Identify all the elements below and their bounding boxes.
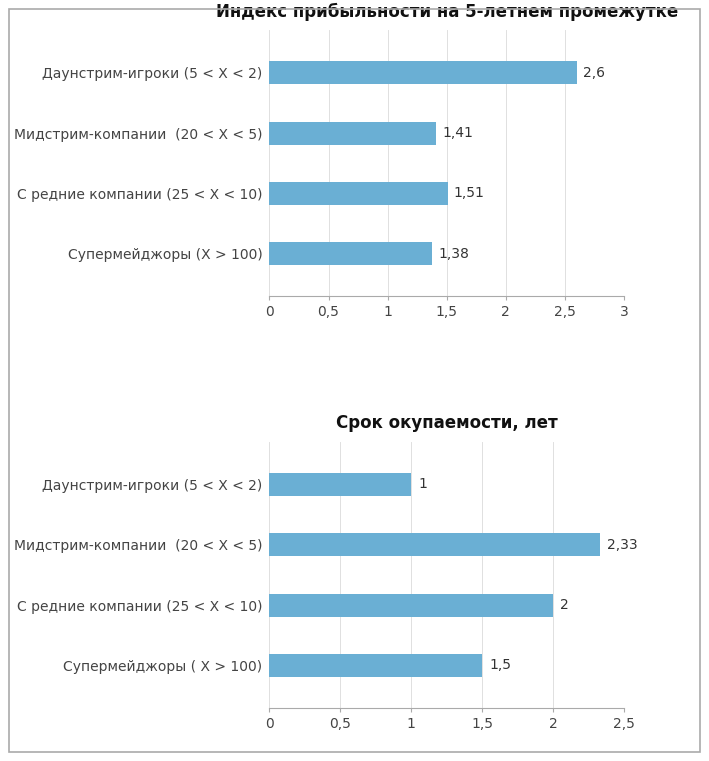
Bar <box>269 242 432 266</box>
Text: 2,33: 2,33 <box>607 538 637 552</box>
Text: 2,6: 2,6 <box>583 65 605 80</box>
Bar <box>269 473 411 496</box>
Bar <box>269 61 576 84</box>
Text: 1,5: 1,5 <box>489 658 511 673</box>
Text: 1,51: 1,51 <box>454 186 485 200</box>
Text: 1,38: 1,38 <box>438 247 469 261</box>
Text: 1,41: 1,41 <box>442 126 473 140</box>
Title: Срок окупаемости, лет: Срок окупаемости, лет <box>336 414 557 432</box>
Text: 2: 2 <box>560 598 569 612</box>
Title: Индекс прибыльности на 5-летнем промежутке: Индекс прибыльности на 5-летнем промежут… <box>216 2 678 21</box>
Text: 1: 1 <box>418 477 428 492</box>
Bar <box>269 122 436 145</box>
Bar <box>269 654 482 677</box>
Bar <box>269 182 448 205</box>
Bar <box>269 594 553 616</box>
Bar <box>269 533 600 556</box>
